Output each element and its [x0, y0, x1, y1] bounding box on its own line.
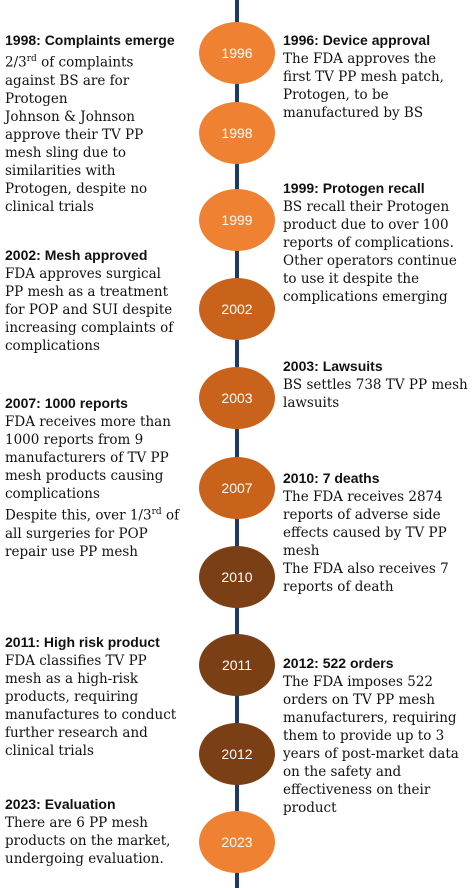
event-line: mesh products causing — [5, 468, 164, 484]
event-line: FDA approves surgical — [5, 266, 161, 282]
year-node-2010: 2010 — [199, 546, 275, 608]
event-line: for POP and SUI despite — [5, 302, 173, 318]
year-node-label: 1996 — [221, 45, 253, 61]
event-line: FDA classifies TV PP — [5, 653, 147, 669]
event-title: 1998: Complaints emerge — [5, 32, 175, 48]
event-line: undergoing evaluation. — [5, 851, 164, 867]
event-title: 2010: 7 deaths — [283, 470, 380, 486]
event-line: The FDA imposes 522 — [283, 674, 434, 690]
event-line: all surgeries for POP — [5, 525, 148, 542]
event-line: clinical trials — [5, 743, 94, 759]
year-node-1998: 1998 — [199, 102, 275, 164]
event-line: Johnson & Johnson — [5, 108, 135, 125]
year-node-label: 2011 — [221, 657, 253, 673]
year-node-label: 1998 — [221, 125, 253, 141]
event-line: manufacturers, requiring — [283, 710, 457, 726]
event-line: repair use PP mesh — [5, 543, 138, 560]
event-line: Protogen, despite no — [5, 180, 148, 197]
event-line: reports of death — [283, 579, 394, 595]
event-line: on the safety and — [283, 764, 402, 780]
event-title: 2003: Lawsuits — [283, 358, 383, 374]
event-line: lawsuits — [283, 395, 340, 411]
event-line: product — [283, 800, 337, 816]
year-node-2003: 2003 — [199, 367, 275, 429]
event-line: BS recall their Protogen — [283, 199, 450, 215]
event-line: them to provide up to 3 — [283, 728, 445, 744]
event-2002: 2002: Mesh approved FDA approves surgica… — [5, 247, 230, 355]
year-node-2007: 2007 — [199, 457, 275, 519]
event-line: The FDA approves the — [283, 51, 437, 67]
event-2007: 2007: 1000 reports FDA receives more tha… — [5, 395, 230, 561]
event-line: product due to over 100 — [283, 217, 449, 233]
event-1999: 1999: Protogen recall BS recall their Pr… — [283, 180, 471, 306]
event-line: mesh sling due to — [5, 144, 127, 161]
event-line: The FDA receives 2874 — [283, 489, 443, 505]
event-2023: 2023: Evaluation There are 6 PP mesh pro… — [5, 796, 230, 868]
event-line: further research and — [5, 725, 148, 741]
event-1996: 1996: Device approval The FDA approves t… — [283, 32, 471, 122]
event-line: manufactured by BS — [283, 105, 424, 121]
event-line: to use it despite the — [283, 271, 420, 287]
year-node-2023: 2023 — [199, 811, 275, 873]
event-line: clinical trials — [5, 198, 94, 215]
event-1998: 1998: Complaints emerge 2/3rd of complai… — [5, 32, 230, 216]
year-node-label: 2002 — [221, 301, 253, 317]
year-node-2012: 2012 — [199, 723, 275, 785]
event-line: years of post-market data — [283, 746, 459, 762]
year-node-1999: 1999 — [199, 189, 275, 251]
event-line: effectiveness on their — [283, 782, 431, 798]
year-node-label: 2003 — [221, 390, 253, 406]
year-node-2011: 2011 — [199, 634, 275, 696]
year-node-label: 2010 — [221, 569, 253, 585]
event-line: Other operators continue — [283, 253, 457, 269]
event-line: Protogen, to be — [283, 87, 389, 103]
event-title: 2012: 522 orders — [283, 655, 394, 671]
event-2012: 2012: 522 orders The FDA imposes 522 ord… — [283, 655, 471, 817]
event-line: orders on TV PP mesh — [283, 692, 435, 708]
event-line: complications — [5, 338, 100, 354]
event-line: mesh — [283, 543, 320, 559]
event-line: manufactures to conduct — [5, 707, 177, 723]
event-title: 2007: 1000 reports — [5, 395, 128, 411]
event-line: BS settles 738 TV PP mesh — [283, 377, 468, 393]
event-line: mesh as a high-risk — [5, 671, 139, 687]
year-node-label: 2012 — [221, 746, 253, 762]
event-title: 1999: Protogen recall — [283, 180, 425, 196]
event-line: 2/3rd of complaints — [5, 54, 134, 71]
event-line: products on the market, — [5, 833, 171, 849]
event-line: against BS are for — [5, 72, 130, 89]
event-line: effects caused by TV PP — [283, 525, 447, 541]
event-line: manufacturers of TV PP — [5, 450, 169, 466]
event-2011: 2011: High risk product FDA classifies T… — [5, 634, 230, 760]
event-line: first TV PP mesh patch, — [283, 69, 444, 85]
timeline-axis — [235, 0, 239, 888]
event-line: products, requiring — [5, 689, 139, 705]
year-node-2002: 2002 — [199, 278, 275, 340]
event-line: increasing complaints of — [5, 320, 174, 336]
event-line: reports of adverse side — [283, 507, 441, 523]
year-node-label: 1999 — [221, 212, 253, 228]
event-line: Despite this, over 1/3rd of — [5, 507, 180, 524]
event-line: Protogen — [5, 90, 68, 107]
event-title: 1996: Device approval — [283, 32, 431, 48]
event-line: The FDA also receives 7 — [283, 561, 449, 577]
event-title: 2011: High risk product — [5, 634, 160, 650]
event-line: similarities with — [5, 162, 116, 179]
event-title: 2023: Evaluation — [5, 796, 116, 812]
event-line: approve their TV PP — [5, 126, 144, 143]
event-2003: 2003: Lawsuits BS settles 738 TV PP mesh… — [283, 358, 471, 412]
event-line: complications emerging — [283, 289, 448, 305]
year-node-1996: 1996 — [199, 22, 275, 84]
event-title: 2002: Mesh approved — [5, 247, 148, 263]
event-line: There are 6 PP mesh — [5, 815, 148, 831]
event-line: PP mesh as a treatment — [5, 284, 169, 300]
event-line: reports of complications. — [283, 235, 454, 251]
event-line: FDA receives more than — [5, 414, 171, 430]
event-2010: 2010: 7 deaths The FDA receives 2874 rep… — [283, 470, 471, 596]
event-line: 1000 reports from 9 — [5, 432, 144, 448]
year-node-label: 2007 — [221, 480, 253, 496]
event-line: complications — [5, 486, 100, 502]
year-node-label: 2023 — [221, 834, 253, 850]
